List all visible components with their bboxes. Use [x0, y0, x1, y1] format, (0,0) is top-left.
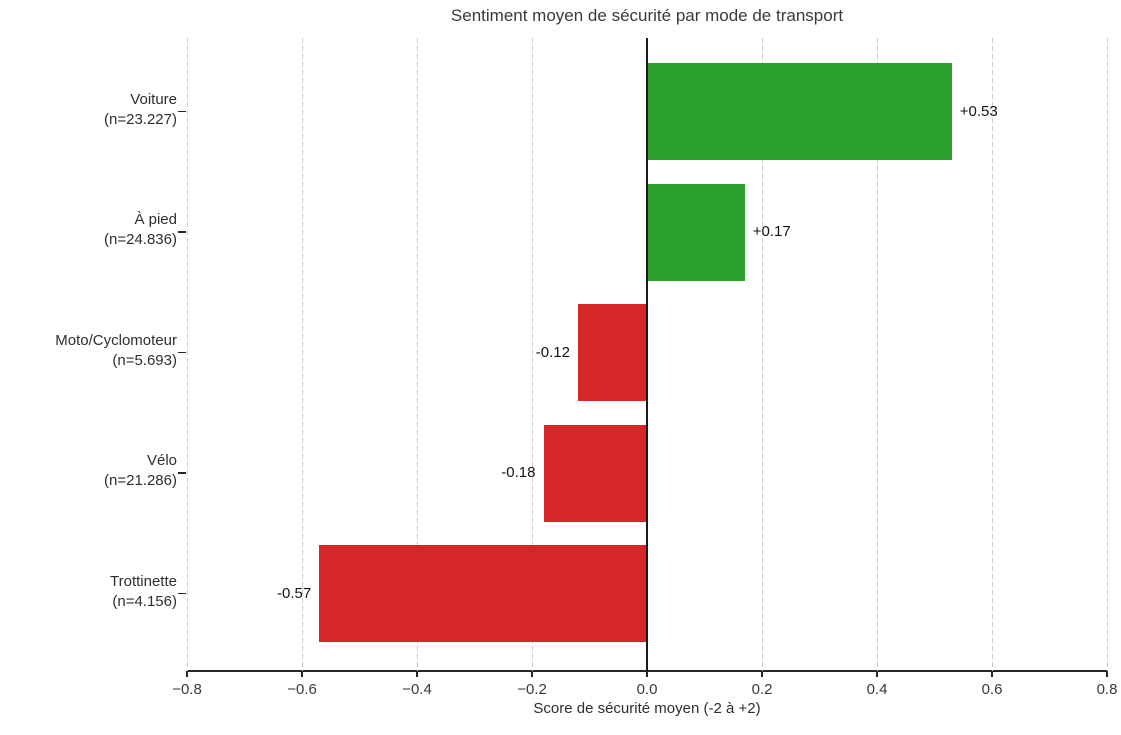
bar-value-label-trottinette: -0.57 [277, 584, 312, 602]
y-category-label-velo: Vélo (n=21.286) [5, 451, 177, 491]
y-category-label-a-pied: À pied (n=24.836) [5, 210, 177, 250]
x-gridline [186, 38, 188, 671]
y-category-label-trottinette: Trottinette (n=4.156) [5, 572, 177, 612]
x-gridline [1106, 38, 1108, 671]
category-name: Trottinette [110, 572, 177, 590]
x-tick [991, 671, 993, 677]
bar-value-label-a-pied: +0.17 [752, 223, 791, 240]
x-tick-label: 0.2 [751, 681, 773, 698]
x-tick [301, 671, 303, 677]
x-gridline [991, 38, 993, 671]
category-name: Voiture [130, 90, 177, 108]
y-category-label-moto-cyclomoteur: Moto/Cyclomoteur (n=5.693) [5, 331, 177, 371]
x-tick-label: 0.0 [636, 681, 658, 698]
x-tick [646, 671, 648, 677]
bar-value-label-moto-cyclomoteur: -0.12 [535, 343, 570, 361]
category-count: (n=4.156) [112, 592, 177, 610]
x-gridline [301, 38, 303, 671]
x-gridline [416, 38, 418, 671]
y-tick [178, 472, 186, 474]
chart-title: Sentiment moyen de sécurité par mode de … [450, 6, 844, 25]
category-name: Moto/Cyclomoteur [55, 331, 177, 349]
y-category-label-voiture: Voiture (n=23.227) [5, 90, 177, 130]
x-tick-label: −0.8 [172, 681, 202, 698]
category-name: Vélo [146, 452, 177, 469]
x-gridline [531, 38, 533, 671]
bar-value-label-velo: -0.18 [501, 464, 536, 481]
x-axis-label: Score de sécurité moyen (-2 à +2) [533, 700, 761, 717]
x-tick-label: −0.4 [402, 681, 432, 698]
x-tick [1106, 671, 1108, 677]
x-tick [876, 671, 878, 677]
category-count: (n=24.836) [104, 231, 177, 248]
x-gridline [761, 38, 763, 671]
x-tick-label: 0.8 [1096, 681, 1118, 698]
x-tick [761, 671, 763, 677]
category-count: (n=21.286) [104, 472, 177, 489]
x-tick-label: −0.2 [517, 681, 547, 698]
x-tick-label: −0.6 [287, 681, 317, 698]
y-tick [178, 110, 186, 113]
y-tick [178, 231, 186, 233]
bar-velo [543, 424, 647, 522]
x-tick [186, 671, 188, 677]
bar-trottinette [319, 545, 647, 642]
y-tick [178, 592, 186, 595]
x-tick [416, 671, 418, 677]
bar-moto-cyclomoteur [578, 304, 647, 401]
category-name: À pied [134, 211, 177, 228]
bar-value-label-voiture: +0.53 [959, 102, 998, 120]
x-gridline [876, 38, 878, 671]
x-tick [531, 671, 533, 677]
bar-a-pied [647, 183, 745, 281]
zero-line [646, 38, 648, 671]
category-count: (n=23.227) [104, 110, 177, 128]
x-tick-label: 0.4 [866, 681, 888, 698]
x-tick-label: 0.6 [981, 681, 1003, 698]
y-tick [178, 351, 186, 354]
category-count: (n=5.693) [112, 351, 177, 369]
plot-area: −0.8 −0.6 −0.4 −0.2 0.0 0.2 0.4 0.6 0.8 +0.53 Voit… [55, 38, 1117, 698]
bar-voiture [647, 63, 952, 160]
